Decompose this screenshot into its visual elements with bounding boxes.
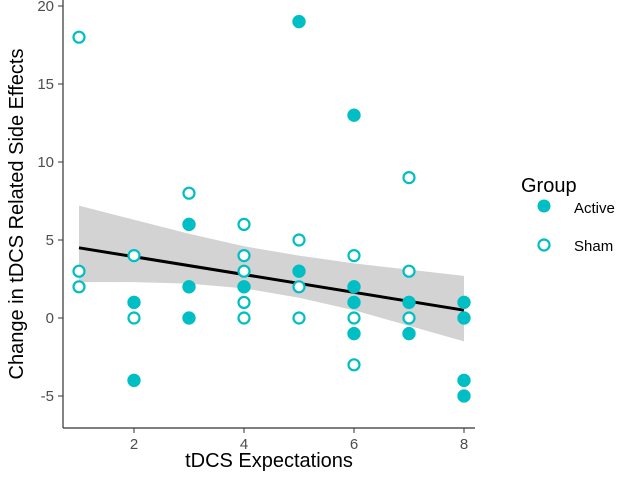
point-active (347, 326, 361, 341)
legend-key-sham (537, 238, 551, 252)
point-active (402, 326, 416, 341)
point-sham (402, 264, 416, 278)
y-tick-label: 15 (37, 76, 54, 93)
legend-label-active: Active (574, 200, 615, 217)
point-sham (347, 311, 361, 325)
point-sham (237, 217, 251, 231)
point-active (402, 295, 416, 310)
point-sham (237, 295, 251, 309)
point-active (182, 311, 196, 325)
regression-line (78, 246, 465, 312)
y-tick-label: 20 (37, 0, 54, 15)
x-axis-label: tDCS Expectations (185, 450, 353, 472)
point-active (292, 14, 306, 29)
point-active (182, 217, 196, 232)
point-active (457, 373, 471, 388)
legend-title: Group (521, 175, 577, 197)
point-active (347, 295, 361, 310)
point-sham (347, 249, 361, 263)
point-sham (237, 264, 251, 278)
point-sham (237, 311, 251, 325)
legend-label-sham: Sham (574, 238, 613, 255)
point-sham (127, 311, 141, 325)
x-tick-label: 4 (240, 436, 248, 453)
point-active (457, 311, 471, 325)
point-sham (292, 311, 306, 325)
point-sham (347, 358, 361, 372)
point-active (457, 295, 471, 310)
point-sham (72, 264, 86, 278)
point-sham (292, 233, 306, 247)
point-active (182, 280, 196, 294)
point-sham (402, 171, 416, 185)
y-tick-label: 0 (46, 310, 54, 327)
point-sham (72, 30, 86, 44)
x-tick-label: 2 (130, 436, 138, 453)
point-active (347, 280, 361, 294)
point-active (292, 264, 306, 278)
point-sham (292, 280, 306, 294)
y-tick-label: 5 (46, 232, 54, 249)
point-sham (402, 311, 416, 325)
point-active (237, 280, 251, 294)
point-active (127, 295, 141, 310)
point-active (347, 108, 361, 122)
y-tick-label: -5 (41, 388, 54, 405)
x-tick-label: 8 (460, 436, 468, 453)
legend-key-active (537, 199, 551, 213)
point-sham (72, 280, 86, 294)
point-sham (127, 249, 141, 263)
y-axis-label: Change in tDCS Related Side Effects (6, 49, 28, 380)
point-active (127, 373, 141, 388)
y-tick-label: 10 (37, 154, 54, 171)
confidence-band (79, 205, 464, 342)
point-sham (182, 186, 196, 200)
point-sham (237, 249, 251, 263)
x-tick-label: 6 (350, 436, 358, 453)
point-active (457, 389, 471, 403)
